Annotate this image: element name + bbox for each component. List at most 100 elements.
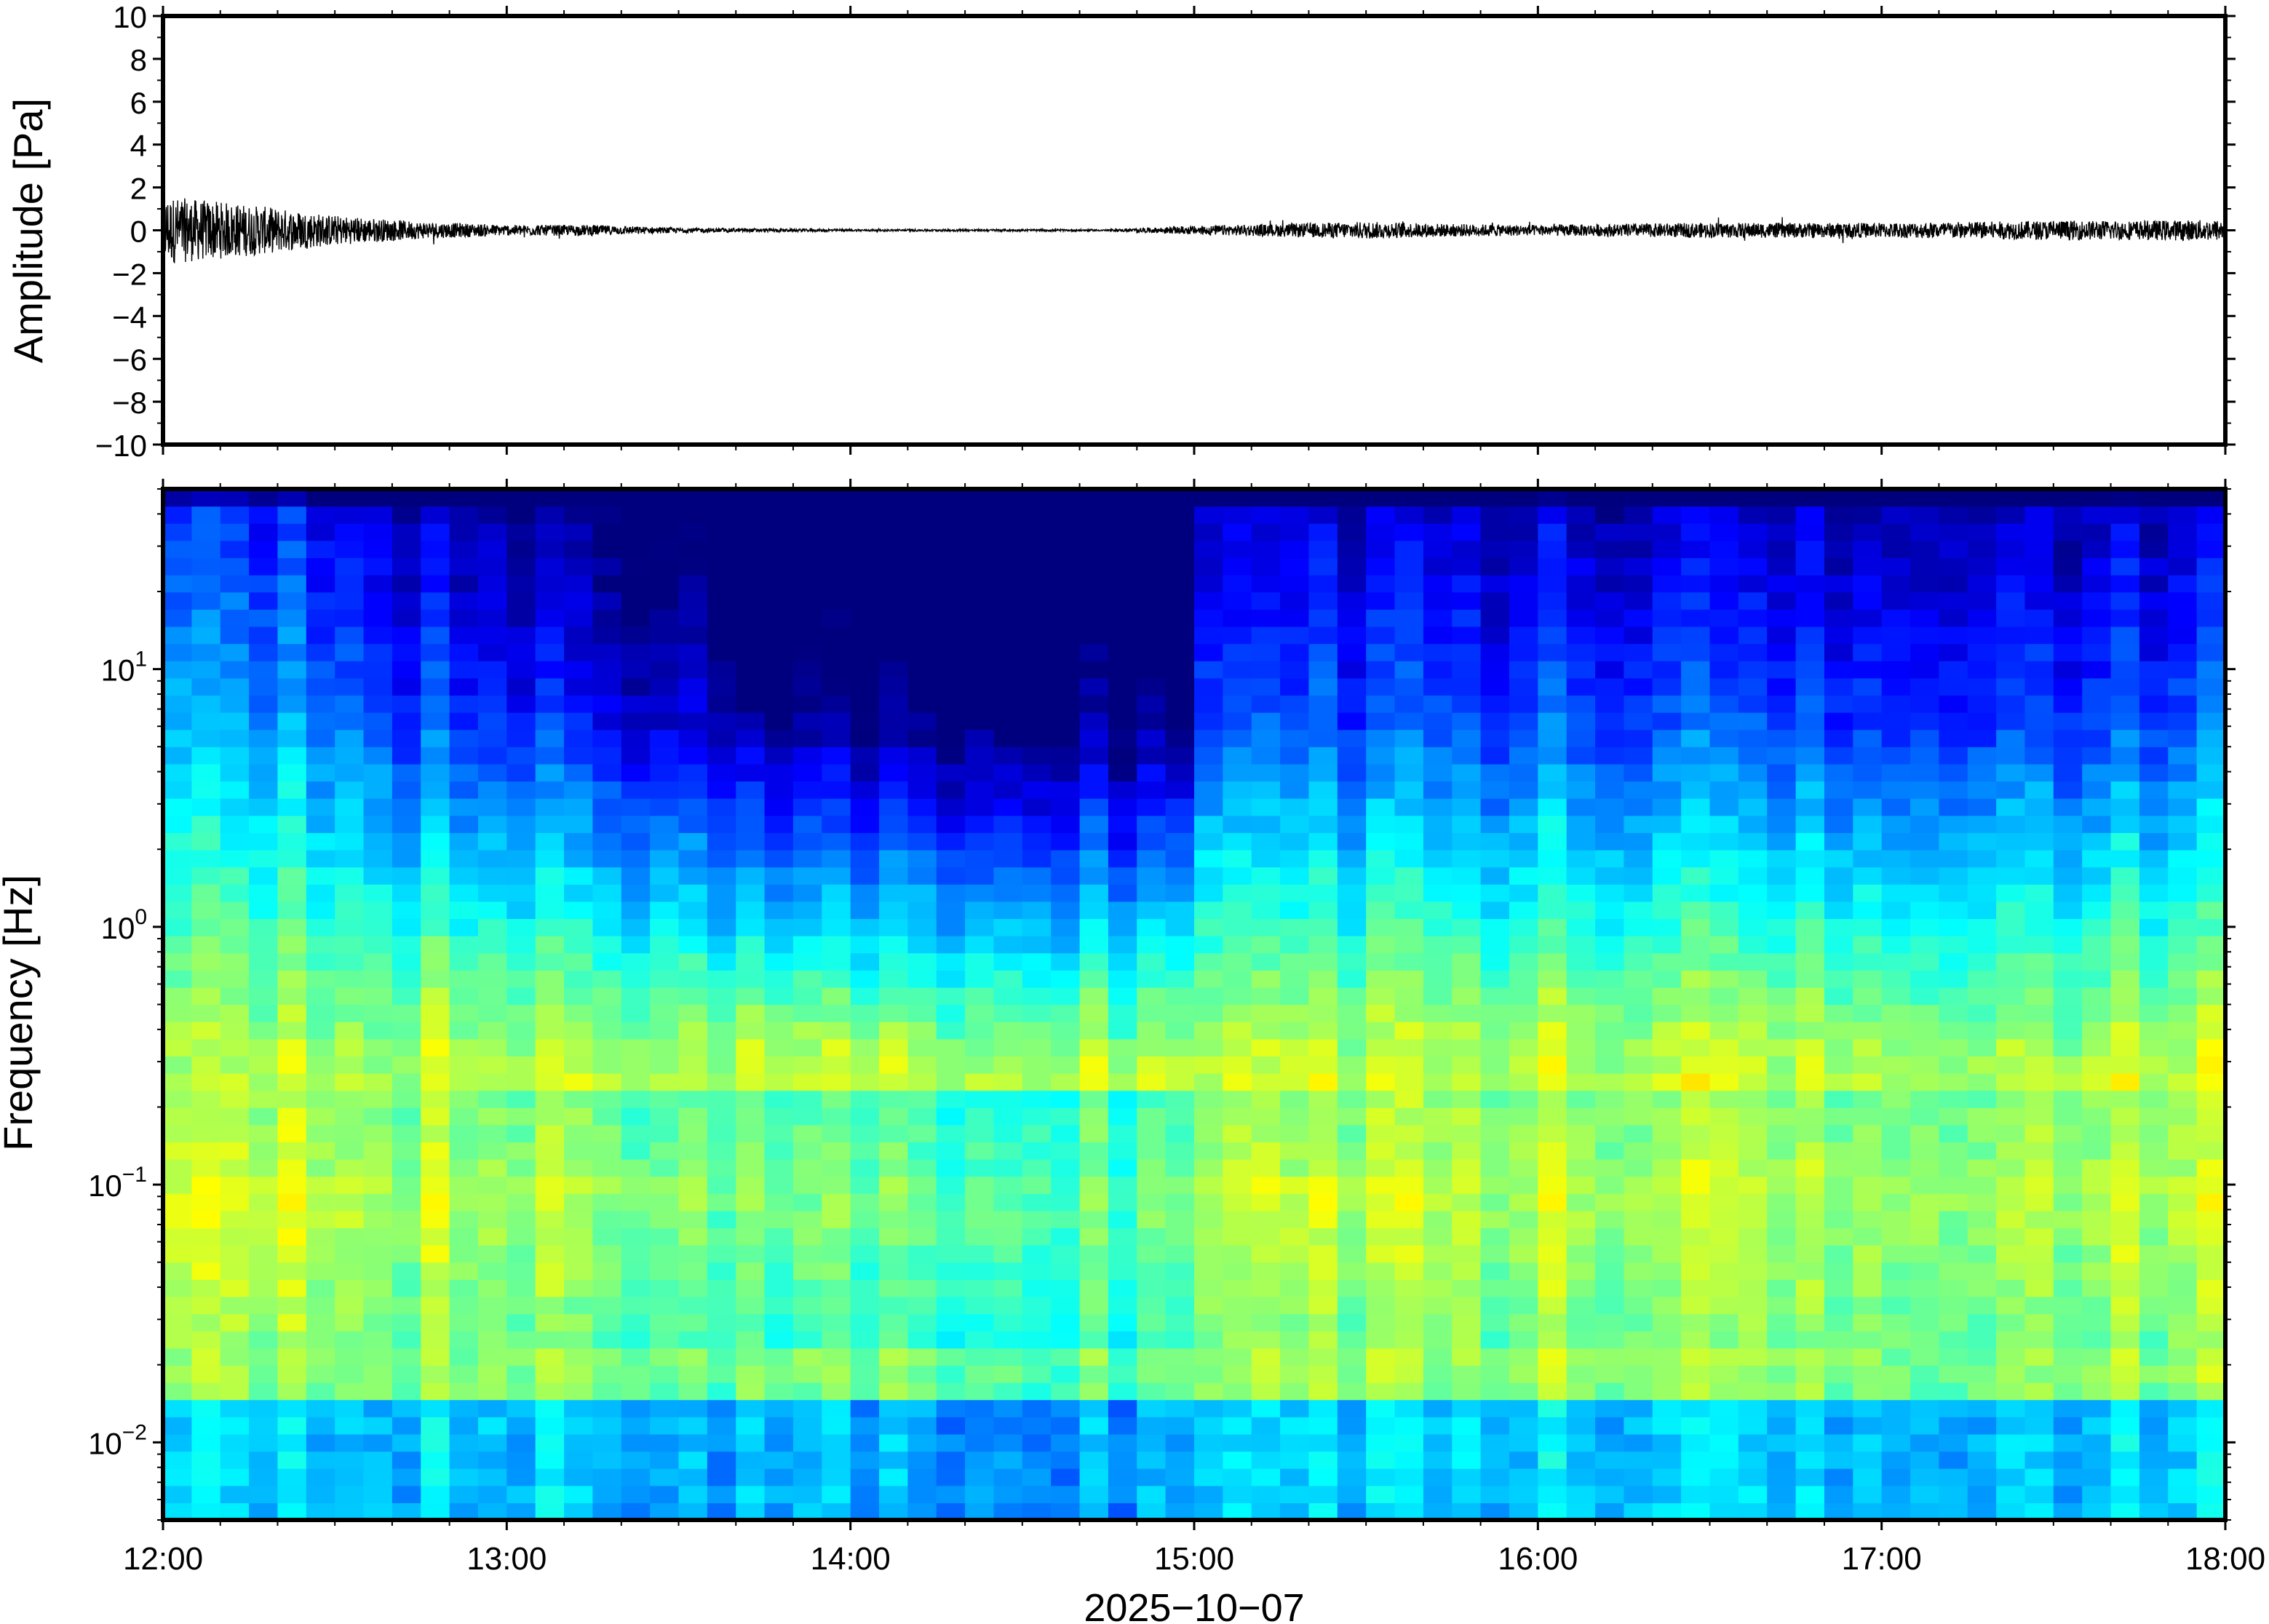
- spectrogram-cell: [792, 901, 822, 920]
- spectrogram-cell: [879, 643, 908, 661]
- spectrogram-cell: [2110, 970, 2140, 988]
- spectrogram-cell: [1165, 729, 1195, 747]
- spectrogram-cell: [764, 815, 794, 833]
- spectrogram-cell: [1738, 506, 1768, 524]
- spectrogram-cell: [1480, 936, 1510, 954]
- spectrogram-cell: [1251, 1022, 1281, 1040]
- spectrogram-cell: [191, 1313, 221, 1332]
- spectrogram-cell: [1194, 1245, 1223, 1263]
- spectrogram-cell: [1566, 1210, 1596, 1229]
- spectrogram-cell: [1624, 1090, 1653, 1108]
- spectrogram-cell: [1595, 1072, 1625, 1091]
- spectrogram-cell: [249, 781, 279, 799]
- spectrogram-cell: [907, 884, 937, 902]
- spectrogram-cell: [449, 1399, 479, 1417]
- spectrogram-cell: [2168, 1176, 2198, 1194]
- spectrogram-cell: [2168, 592, 2198, 610]
- spectrogram-cell: [1280, 1417, 1310, 1435]
- spectrogram-cell: [2024, 1485, 2054, 1503]
- spectrogram-cell: [1194, 592, 1223, 610]
- spectrogram-cell: [1967, 952, 1997, 971]
- spectrogram-cell: [1165, 1502, 1195, 1521]
- spectrogram-cell: [736, 1022, 766, 1040]
- spectrogram-cell: [477, 592, 507, 610]
- spectrogram-cell: [1595, 987, 1625, 1006]
- spectrogram-cell: [535, 1124, 565, 1143]
- spectrogram-cell: [1738, 1004, 1768, 1022]
- spectrogram-cell: [1051, 1038, 1081, 1056]
- spectrogram-cell: [792, 1227, 822, 1246]
- spectrogram-cell: [965, 763, 995, 782]
- spectrogram-cell: [1910, 1072, 1939, 1091]
- spectrogram-cell: [1308, 798, 1338, 816]
- spectrogram-cell: [907, 1485, 937, 1503]
- spectrogram-cell: [249, 1176, 279, 1194]
- spectrogram-cell: [477, 695, 507, 713]
- spectrogram-cell: [249, 936, 279, 954]
- spectrogram-cell: [1480, 849, 1510, 868]
- spectrogram-cell: [1079, 506, 1109, 524]
- spectrogram-cell: [592, 1502, 622, 1521]
- spectrogram-cell: [907, 506, 937, 524]
- spectrogram-cell: [1251, 867, 1281, 885]
- spectrogram-cell: [850, 815, 880, 833]
- spectrogram-cell: [306, 1365, 335, 1383]
- spectrogram-cell: [2053, 1056, 2083, 1074]
- spectrogram-cell: [1194, 540, 1223, 559]
- spectrogram-cell: [907, 1004, 937, 1022]
- spectrogram-cell: [191, 1348, 221, 1366]
- spectrogram-cell: [220, 729, 250, 747]
- spectrogram-cell: [477, 540, 507, 559]
- spectrogram-cell: [1366, 1399, 1396, 1417]
- spectrogram-cell: [363, 540, 393, 559]
- spectrogram-cell: [850, 849, 880, 868]
- spectrogram-cell: [2196, 763, 2226, 782]
- spectrogram-cell: [1423, 798, 1453, 816]
- spectrogram-cell: [1452, 1022, 1482, 1040]
- spectrogram-cell: [1624, 677, 1653, 696]
- spectrogram-cell: [650, 557, 680, 576]
- spectrogram-cell: [2168, 867, 2198, 885]
- spectrogram-cell: [1394, 952, 1424, 971]
- spectrogram-cell: [220, 781, 250, 799]
- spectrogram-cell: [449, 1433, 479, 1452]
- spectrogram-cell: [506, 540, 536, 559]
- spectrogram-cell: [477, 970, 507, 988]
- spectrogram-cell: [736, 832, 766, 851]
- spectrogram-cell: [965, 1193, 995, 1211]
- spectrogram-cell: [650, 936, 680, 954]
- spectrogram-cell: [1051, 1107, 1081, 1126]
- spectrogram-cell: [2196, 609, 2226, 627]
- spectrogram-cell: [392, 575, 421, 593]
- spectrogram-cell: [277, 540, 307, 559]
- spectrogram-cell: [1624, 798, 1653, 816]
- spectrogram-cell: [1538, 1193, 1567, 1211]
- spectrogram-cell: [592, 798, 622, 816]
- spectrogram-cell: [1967, 815, 1997, 833]
- spectrogram-cell: [1423, 557, 1453, 576]
- spectrogram-cell: [477, 661, 507, 679]
- spectrogram-cell: [764, 1451, 794, 1469]
- spectrogram-cell: [850, 677, 880, 696]
- spectrogram-cell: [2082, 712, 2112, 731]
- spectrogram-cell: [1394, 1468, 1424, 1486]
- spectrogram-cell: [1824, 1176, 1853, 1194]
- spectrogram-cell: [363, 1022, 393, 1040]
- spectrogram-cell: [1452, 1124, 1482, 1143]
- spectrogram-cell: [1681, 557, 1711, 576]
- spectrogram-cell: [1108, 1176, 1137, 1194]
- spectrogram-cell: [764, 592, 794, 610]
- spectrogram-cell: [277, 1038, 307, 1056]
- spectrogram-cell: [1394, 1227, 1424, 1246]
- spectrogram-cell: [1452, 643, 1482, 661]
- spectrogram-cell: [1566, 575, 1596, 593]
- spectrogram-cell: [1509, 1176, 1538, 1194]
- spectrogram-cell: [907, 523, 937, 541]
- amplitude-trace: [162, 196, 2226, 263]
- spectrogram-cell: [1624, 849, 1653, 868]
- spectrogram-cell: [1366, 1159, 1396, 1177]
- spectrogram-cell: [907, 1090, 937, 1108]
- spectrogram-cell: [736, 747, 766, 765]
- spectrogram-cell: [249, 1279, 279, 1297]
- spectrogram-cell: [1251, 1331, 1281, 1349]
